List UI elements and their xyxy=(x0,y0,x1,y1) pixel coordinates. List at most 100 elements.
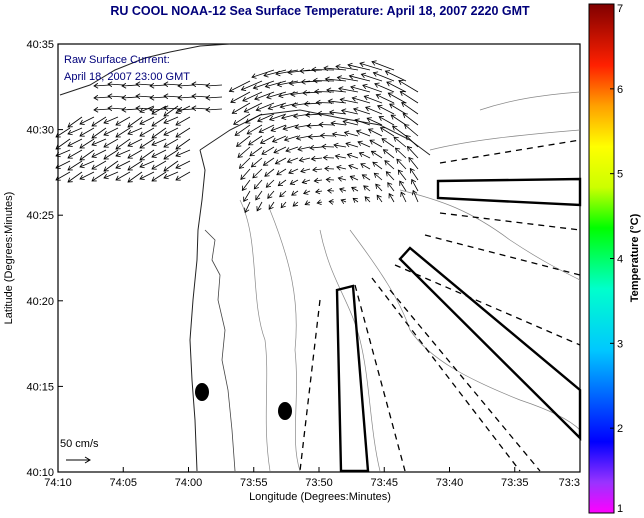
current-arrow xyxy=(281,113,299,119)
current-arrow-head xyxy=(285,147,291,153)
current-arrow-head xyxy=(191,105,197,112)
current-arrow-head xyxy=(405,135,411,141)
current-arrow-head xyxy=(115,163,121,169)
x-tick-label: 73:45 xyxy=(370,477,398,489)
current-arrow xyxy=(397,169,407,181)
x-tick-label: 73:35 xyxy=(501,477,529,489)
current-arrow xyxy=(139,127,155,137)
current-arrow xyxy=(392,125,407,137)
current-arrow-head xyxy=(163,154,169,160)
current-arrow xyxy=(371,61,395,71)
current-arrow-head xyxy=(280,114,287,120)
current-arrow-head xyxy=(408,156,414,163)
y-tick-label: 40:30 xyxy=(26,125,54,137)
current-arrow xyxy=(107,83,125,86)
current-arrow-head xyxy=(175,120,181,126)
current-arrow xyxy=(151,160,167,170)
radar-beam-lines xyxy=(299,139,581,472)
current-arrow xyxy=(368,128,383,137)
current-arrow xyxy=(400,91,419,104)
current-arrow-head xyxy=(121,94,127,101)
current-arrow-head xyxy=(91,121,97,127)
current-arrow xyxy=(288,168,299,174)
current-arrow xyxy=(290,179,299,185)
current-arrow-head xyxy=(350,85,356,91)
current-arrow xyxy=(352,97,371,104)
current-arrow-head xyxy=(376,194,382,200)
current-arrow-head xyxy=(409,167,415,174)
current-arrow xyxy=(369,139,383,148)
current-arrow-head xyxy=(357,140,363,146)
x-tick-label: 73:3 xyxy=(559,477,580,489)
current-arrow-head xyxy=(312,166,318,173)
current-arrow xyxy=(67,116,83,128)
current-arrow xyxy=(191,83,209,86)
current-arrow-head xyxy=(139,174,145,180)
current-arrow-head xyxy=(361,174,368,180)
current-arrow-head xyxy=(378,116,384,122)
current-arrow-head xyxy=(244,207,250,214)
current-arrow xyxy=(402,113,419,126)
y-tick-label: 40:10 xyxy=(26,467,54,479)
current-arrow xyxy=(163,160,179,172)
current-arrow xyxy=(177,108,195,111)
current-arrow xyxy=(302,91,323,94)
current-arrow-head xyxy=(299,68,305,74)
current-arrow xyxy=(253,179,263,190)
current-arrow-head xyxy=(115,175,121,181)
current-arrow-head xyxy=(381,138,387,144)
current-arrow-head xyxy=(374,82,380,88)
current-arrow xyxy=(371,150,383,159)
current-arrow-head xyxy=(163,118,169,125)
current-arrow-head xyxy=(397,169,403,175)
colorbar-tick-label: 6 xyxy=(617,84,623,96)
current-arrow-head xyxy=(151,164,157,170)
current-arrow xyxy=(163,138,179,148)
current-arrow-head xyxy=(127,165,133,171)
current-arrow-head xyxy=(268,204,274,210)
current-arrow-head xyxy=(149,94,155,101)
colorbar-label: Temperature (°C) xyxy=(629,213,641,302)
current-arrow xyxy=(362,84,383,93)
current-arrow xyxy=(323,157,335,159)
current-arrow xyxy=(313,80,335,82)
current-arrow-head xyxy=(91,140,97,147)
current-arrow xyxy=(411,179,419,192)
current-arrow xyxy=(364,95,383,104)
current-arrow-head xyxy=(311,66,317,73)
current-arrow-head xyxy=(362,83,368,90)
current-arrow-head xyxy=(291,190,297,196)
current-arrow xyxy=(245,113,263,124)
current-arrow-head xyxy=(303,189,309,195)
current-arrow xyxy=(377,105,395,115)
current-arrow xyxy=(299,69,323,72)
current-arrow xyxy=(127,160,143,171)
current-arrow-head xyxy=(326,187,333,194)
current-arrow-head xyxy=(365,106,371,112)
current-arrow-head xyxy=(401,102,407,108)
current-arrow xyxy=(378,116,395,126)
current-arrow xyxy=(103,160,119,172)
current-arrow-head xyxy=(175,132,181,138)
current-arrow xyxy=(251,157,263,168)
current-arrow xyxy=(79,149,95,161)
current-arrow xyxy=(353,108,371,115)
current-arrow-head xyxy=(375,93,382,99)
current-arrow-head xyxy=(366,117,372,123)
current-arrow-head xyxy=(354,118,360,124)
current-arrow-head xyxy=(349,175,356,181)
current-arrow-head xyxy=(303,100,309,107)
current-arrow xyxy=(341,109,359,115)
current-arrow xyxy=(283,124,299,130)
current-arrow-head xyxy=(127,153,133,159)
current-arrow-head xyxy=(163,130,169,136)
current-arrow xyxy=(301,80,323,83)
current-arrow-head xyxy=(323,65,329,72)
current-arrow xyxy=(348,164,359,170)
current-arrow xyxy=(269,113,287,121)
current-arrow xyxy=(341,199,347,203)
current-arrow-head xyxy=(55,151,61,158)
bay-shoreline xyxy=(204,229,236,472)
current-arrow-head xyxy=(151,140,157,147)
current-arrow-head xyxy=(337,176,343,182)
